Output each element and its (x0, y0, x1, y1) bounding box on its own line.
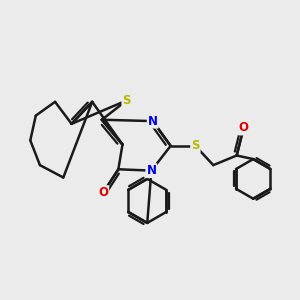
Text: S: S (122, 94, 131, 107)
Text: S: S (191, 140, 200, 152)
Text: O: O (98, 186, 108, 199)
Text: N: N (148, 115, 158, 128)
Text: N: N (146, 164, 156, 177)
Text: O: O (238, 122, 249, 134)
